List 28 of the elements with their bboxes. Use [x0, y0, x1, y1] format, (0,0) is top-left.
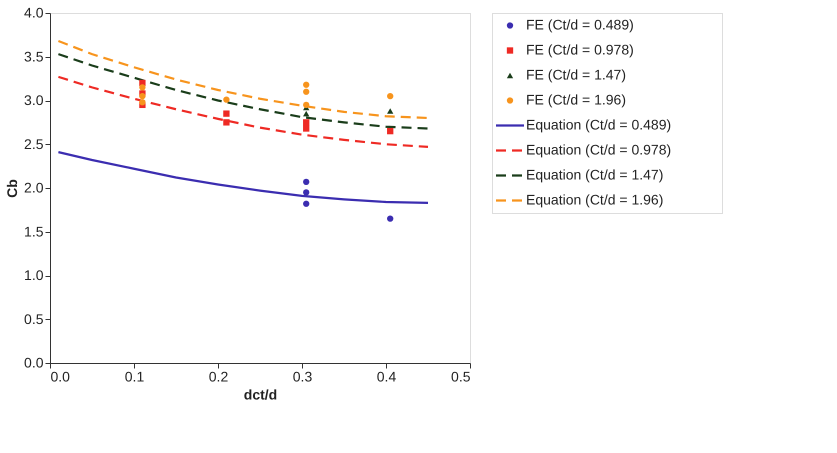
- x-tick-label: 0.1: [124, 368, 144, 384]
- x-tick-label: 0.2: [208, 368, 228, 384]
- x-tick-label: 0.0: [50, 368, 70, 384]
- y-tick-label: 3.5: [24, 48, 44, 64]
- legend-label: FE (Ct/d = 0.489): [526, 16, 634, 32]
- x-tick-label: 0.5: [451, 368, 471, 384]
- y-tick-label: 2.0: [24, 180, 44, 196]
- line-series: [57, 151, 430, 204]
- y-tick-label: 3.0: [24, 92, 44, 108]
- y-tick-label: 1.0: [24, 267, 44, 283]
- y-tick-label: 0.0: [24, 354, 44, 370]
- legend-label: FE (Ct/d = 1.96): [526, 92, 626, 108]
- legend-label: Equation (Ct/d = 0.978): [526, 142, 672, 158]
- y-tick-label: 1.5: [24, 223, 44, 240]
- y-axis-title: Cb: [4, 179, 20, 198]
- x-axis-title: dct/d: [244, 386, 278, 402]
- legend-label: Equation (Ct/d = 0.489): [526, 116, 672, 132]
- legend-label: Equation (Ct/d = 1.96): [526, 192, 664, 208]
- y-tick-label: 2.5: [24, 136, 44, 152]
- line-series: [57, 40, 430, 120]
- y-tick-label: 0.5: [24, 310, 44, 327]
- line-series: [57, 76, 430, 148]
- legend-label: Equation (Ct/d = 1.47): [526, 166, 664, 182]
- legend-label: FE (Ct/d = 1.47): [526, 66, 626, 82]
- x-tick-label: 0.3: [292, 368, 312, 384]
- x-tick-label: 0.4: [376, 368, 396, 384]
- legend-label: FE (Ct/d = 0.978): [526, 42, 634, 58]
- y-tick-label: 4.0: [24, 4, 44, 20]
